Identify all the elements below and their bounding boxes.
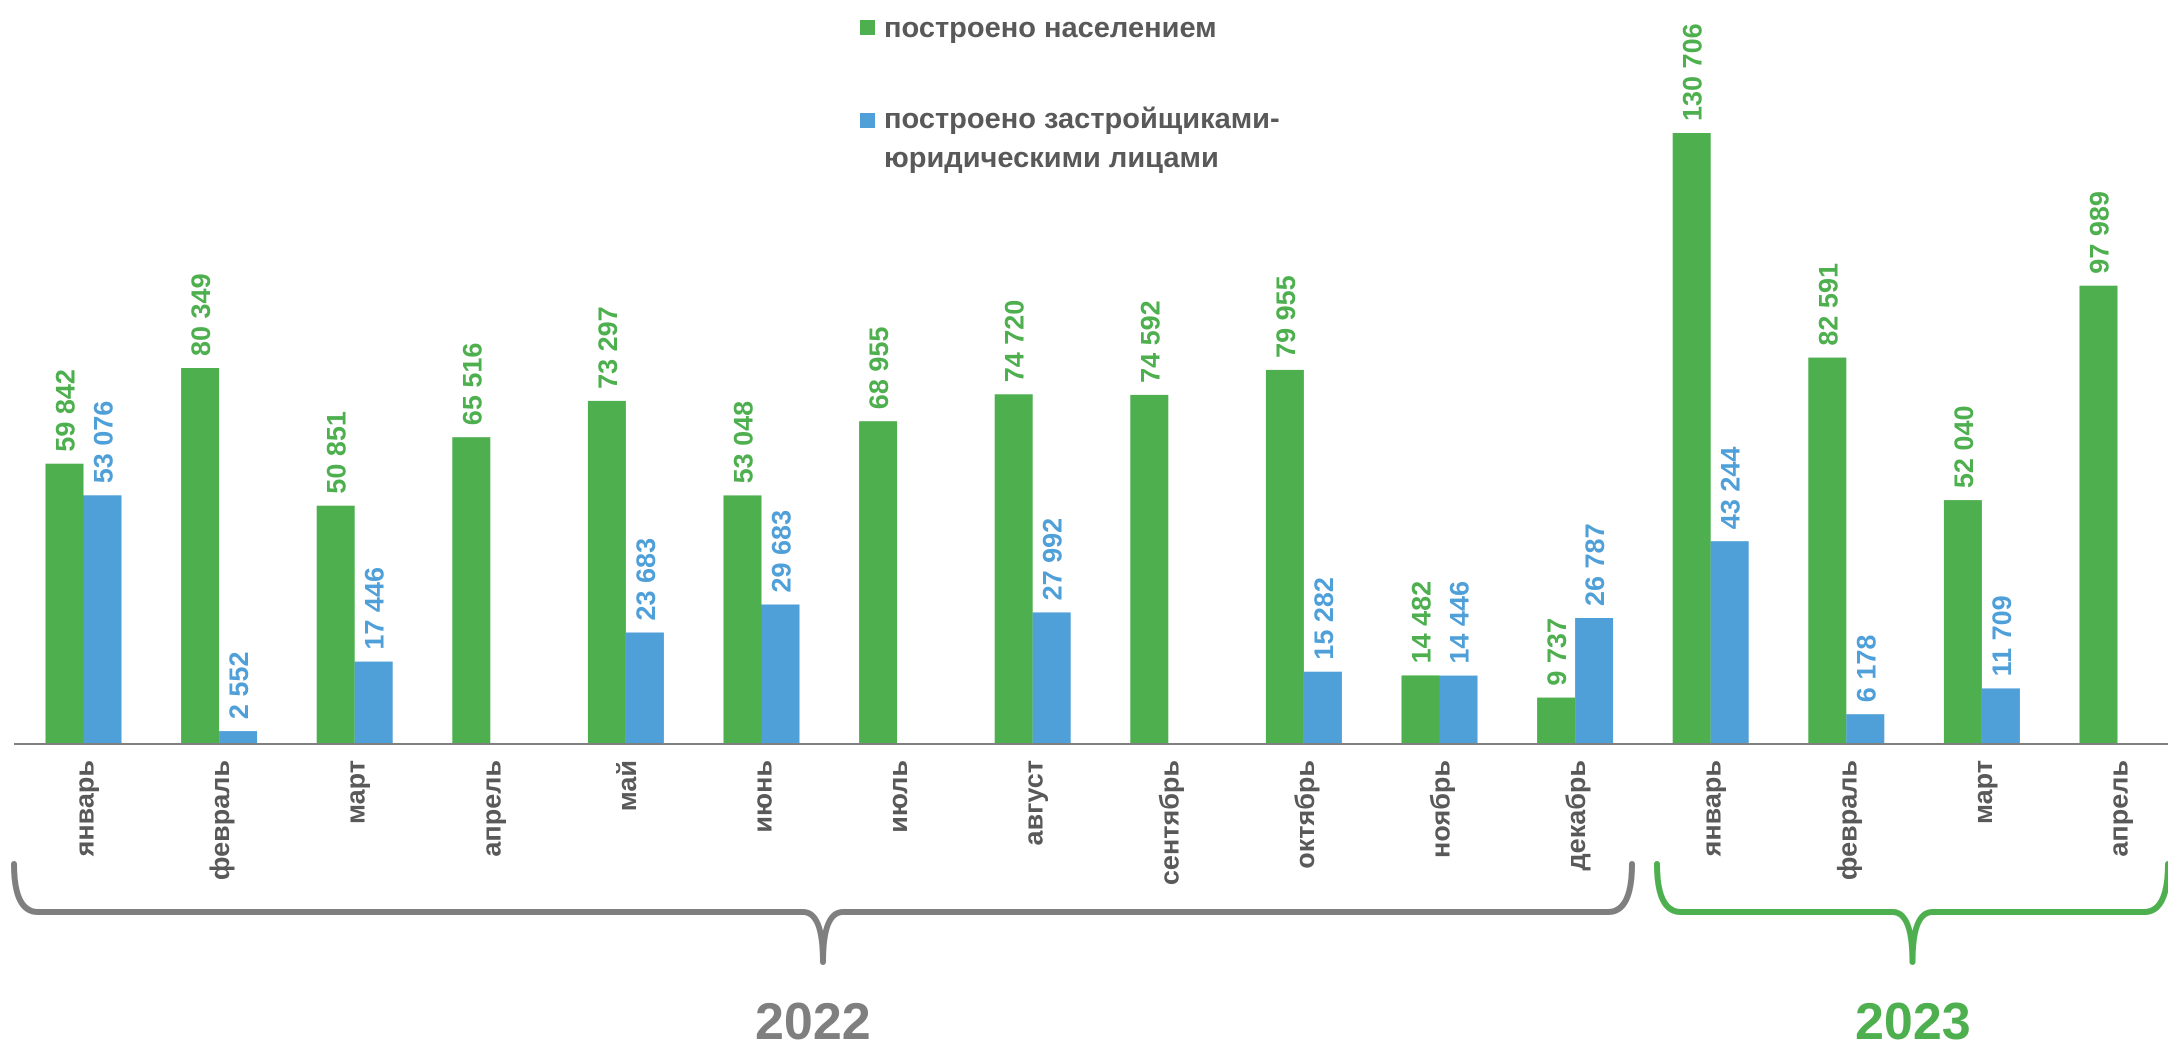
bar-population-2: [316, 505, 355, 743]
value-label-population-8: 74 592: [1135, 300, 1165, 383]
value-label-developers-7: 27 992: [1038, 518, 1068, 601]
bar-developers-9: [1303, 671, 1342, 743]
value-label-developers-5: 29 683: [767, 510, 797, 593]
category-label-8: сентябрь: [1154, 760, 1184, 885]
value-label-population-6: 68 955: [864, 327, 894, 410]
value-label-population-1: 80 349: [186, 273, 216, 356]
bar-population-15: [2079, 285, 2118, 743]
category-label-1: февраль: [205, 760, 235, 880]
bar-population-5: [723, 495, 762, 743]
value-label-population-7: 74 720: [1000, 300, 1030, 383]
bar-developers-5: [761, 604, 800, 743]
bar-population-8: [1130, 394, 1169, 743]
bar-population-7: [994, 394, 1033, 743]
value-label-developers-12: 43 244: [1716, 447, 1746, 530]
bar-developers-10: [1439, 675, 1478, 743]
category-label-13: февраль: [1832, 760, 1862, 880]
bar-population-6: [859, 421, 898, 743]
bar-population-12: [1672, 133, 1711, 743]
value-label-population-0: 59 842: [51, 369, 81, 452]
value-label-population-10: 14 482: [1407, 581, 1437, 664]
bar-population-14: [1943, 500, 1982, 743]
value-label-population-2: 50 851: [322, 411, 352, 494]
category-label-11: декабрь: [1561, 760, 1591, 870]
category-label-0: январь: [70, 760, 100, 857]
year-label-2022: 2022: [755, 993, 871, 1051]
value-label-developers-9: 15 282: [1309, 577, 1339, 660]
bar-population-4: [587, 400, 626, 743]
category-label-4: май: [612, 760, 642, 811]
value-label-population-9: 79 955: [1271, 275, 1301, 358]
bar-population-1: [181, 368, 220, 743]
legend-label-developers-line-2: юридическими лицами: [884, 142, 1219, 174]
value-label-developers-14: 11 709: [1987, 595, 2017, 676]
category-label-2: март: [341, 760, 371, 824]
category-label-12: январь: [1697, 760, 1727, 857]
category-label-9: октябрь: [1290, 760, 1320, 869]
category-label-6: июль: [883, 760, 913, 833]
legend-swatch-developers: [860, 113, 875, 128]
value-label-developers-10: 14 446: [1445, 581, 1475, 664]
category-label-3: апрель: [476, 760, 506, 857]
bar-developers-1: [219, 731, 258, 743]
category-label-14: март: [1968, 760, 1998, 824]
category-label-5: июнь: [748, 760, 778, 833]
bar-developers-12: [1710, 541, 1749, 743]
bar-population-9: [1265, 369, 1304, 743]
bar-developers-11: [1575, 618, 1614, 743]
year-braces-layer: [11, 861, 2168, 965]
value-label-population-3: 65 516: [457, 343, 487, 426]
bar-developers-14: [1981, 688, 2020, 743]
value-label-population-12: 130 706: [1678, 23, 1708, 121]
value-label-population-11: 9 737: [1542, 618, 1572, 686]
bars-layer: [45, 133, 2118, 743]
legend-label-population: построено населением: [884, 12, 1217, 44]
year-brace-2022: [11, 861, 1635, 965]
value-label-population-14: 52 040: [1949, 406, 1979, 489]
value-label-developers-1: 2 552: [224, 652, 254, 720]
year-label-2023: 2023: [1855, 993, 1971, 1051]
value-label-population-15: 97 989: [2085, 191, 2115, 274]
value-label-developers-13: 6 178: [1851, 635, 1881, 703]
legend-label-developers-line-1: построено застройщиками-: [884, 103, 1280, 135]
value-label-developers-2: 17 446: [360, 567, 390, 650]
bar-population-3: [452, 437, 491, 743]
value-labels-layer: 59 842 53 076 80 349 2 552 50 851 17 446 65 51…: [51, 23, 2115, 719]
value-label-developers-0: 53 076: [89, 401, 119, 484]
value-label-population-5: 53 048: [729, 401, 759, 484]
bar-population-11: [1537, 697, 1576, 743]
value-label-population-4: 73 297: [593, 306, 623, 389]
bar-developers-4: [625, 632, 664, 743]
bar-population-10: [1401, 675, 1440, 743]
bar-developers-0: [83, 495, 122, 743]
category-label-7: август: [1019, 760, 1049, 845]
bar-developers-2: [354, 661, 393, 743]
bar-developers-7: [1032, 612, 1071, 743]
year-brace-2023: [1654, 861, 2168, 965]
category-label-15: апрель: [2104, 760, 2134, 857]
value-label-developers-4: 23 683: [631, 538, 661, 621]
value-label-population-13: 82 591: [1813, 263, 1843, 346]
bar-population-13: [1808, 357, 1847, 743]
legend-swatch-population: [860, 20, 875, 35]
category-label-10: ноябрь: [1426, 760, 1456, 858]
category-labels-layer: январь февраль март апрель май июнь июль август…: [70, 760, 2134, 885]
bar-developers-13: [1846, 714, 1885, 743]
value-label-developers-11: 26 787: [1580, 523, 1610, 606]
bar-population-0: [45, 463, 84, 743]
